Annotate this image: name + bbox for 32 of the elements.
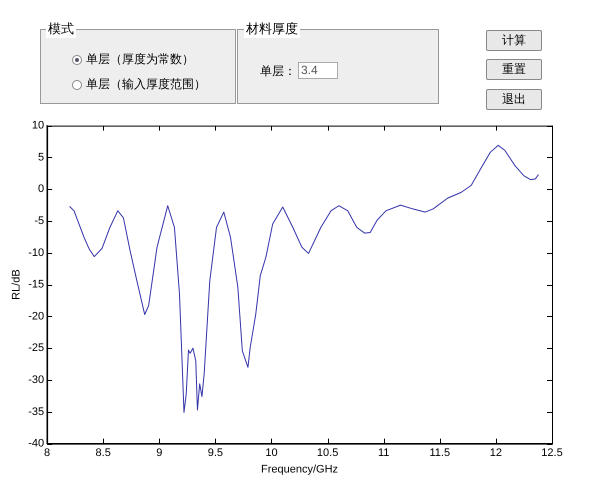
- y-tick-label: -5: [34, 215, 44, 228]
- x-tick-label: 11.5: [430, 447, 450, 460]
- x-tick-label: 9: [156, 447, 162, 460]
- x-tick-label: 12.5: [541, 447, 563, 460]
- text: 单层（厚度为常数）: [86, 51, 194, 68]
- x-tick-label: 8.5: [96, 447, 111, 460]
- text: 单层（输入厚度范围）: [86, 76, 206, 93]
- y-tick-label: 10: [32, 120, 44, 132]
- y-tick-label: -25: [28, 342, 44, 354]
- x-tick-label: 10: [265, 447, 278, 460]
- y-axis-title: RL/dB: [10, 269, 23, 300]
- text: 单层：: [260, 63, 296, 80]
- y-tick-label: 0: [38, 183, 44, 196]
- text: 计算: [486, 30, 542, 51]
- text: 退出: [486, 89, 542, 110]
- x-axis-title: Frequency/GHz: [261, 463, 338, 476]
- y-tick-label: -15: [28, 278, 44, 291]
- y-tick-label: -20: [28, 310, 44, 322]
- text: 重置: [486, 59, 542, 80]
- text-field: 3.4: [298, 62, 338, 79]
- x-tick-label: 12: [490, 447, 502, 460]
- x-tick-label: 8: [44, 447, 50, 460]
- y-tick-label: -40: [28, 438, 44, 450]
- x-tick-label: 11: [378, 447, 390, 460]
- y-tick-label: -10: [28, 246, 44, 259]
- text: 材料厚度: [244, 20, 300, 38]
- x-tick-label: 10.5: [316, 447, 338, 460]
- text: 模式: [46, 20, 76, 38]
- y-tick-label: -35: [28, 406, 44, 418]
- y-tick-label: -30: [28, 374, 44, 386]
- y-tick-label: 5: [38, 151, 44, 164]
- x-tick-label: 9.5: [208, 447, 224, 460]
